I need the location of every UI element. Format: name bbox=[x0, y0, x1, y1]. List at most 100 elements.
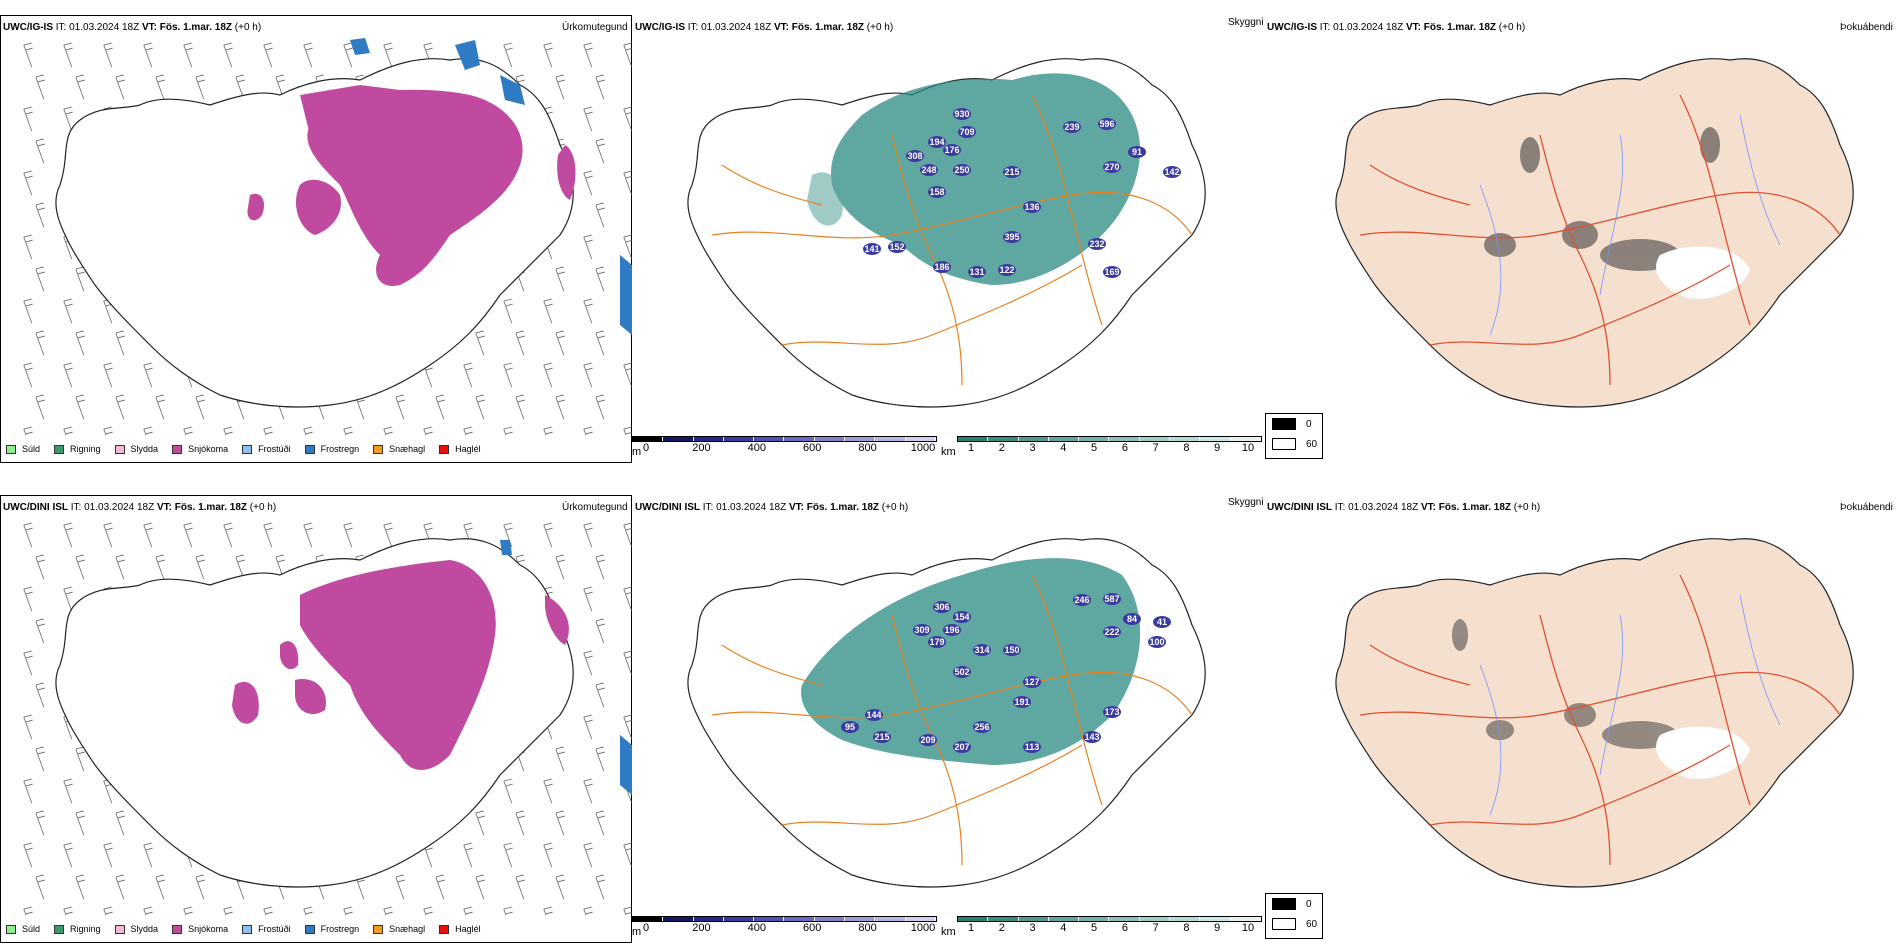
wind-barb bbox=[195, 874, 205, 900]
fog-legend-item: 0 bbox=[1266, 414, 1322, 434]
colorbar-cell bbox=[1230, 917, 1261, 921]
wind-barb bbox=[143, 362, 153, 388]
colorbar-cell bbox=[1139, 917, 1171, 921]
wind-barb bbox=[623, 170, 632, 196]
wind-barb bbox=[595, 810, 605, 836]
wind-barb bbox=[623, 42, 632, 68]
colorbar-cell bbox=[845, 917, 876, 921]
legend-swatch bbox=[373, 444, 384, 454]
peak-marker bbox=[863, 243, 881, 255]
colorbar-cell bbox=[1170, 437, 1201, 441]
peak-elevation-label: 222 bbox=[1104, 627, 1119, 637]
wind-barb bbox=[223, 42, 233, 68]
wind-barb bbox=[63, 586, 73, 612]
colorbar-tick-label: 3 bbox=[1029, 922, 1036, 934]
colorbar-tick-label: 600 bbox=[803, 922, 822, 934]
colorbar-tick-label: 1 bbox=[967, 442, 975, 454]
precip-title: Úrkomutegund bbox=[562, 502, 628, 513]
precip-header: UWC/IG-IS IT: 01.03.2024 18Z VT: Fös. 1.… bbox=[3, 22, 262, 33]
colorbar-tick-label: 10 bbox=[1241, 442, 1255, 454]
colorbar-tick-label: 9 bbox=[1214, 442, 1221, 454]
peak-marker bbox=[1148, 636, 1166, 648]
wind-barb bbox=[75, 874, 85, 900]
colorbar-tick-label: 1000 bbox=[910, 922, 936, 934]
wind-barb bbox=[155, 394, 165, 420]
wind-barb bbox=[395, 394, 405, 420]
wind-barb bbox=[143, 426, 153, 435]
peak-marker bbox=[968, 266, 986, 278]
row-1: UWC/IG-IS IT: 01.03.2024 18Z VT: Fös. 1.… bbox=[0, 0, 1900, 470]
peak-elevation-label: 186 bbox=[934, 262, 949, 272]
cloud-title: Skyggni bbox=[1228, 497, 1264, 508]
peak-marker bbox=[953, 164, 971, 176]
colorbar-tick-label: 5 bbox=[1091, 442, 1098, 454]
colorbar-tick-label: 10 bbox=[1241, 922, 1255, 934]
colorbar-cell bbox=[1139, 437, 1171, 441]
wind-barb bbox=[383, 522, 393, 548]
wind-barb bbox=[195, 554, 205, 580]
colorbar-cell bbox=[1230, 437, 1261, 441]
road-network bbox=[711, 94, 1193, 386]
peak-elevation-label: 173 bbox=[1104, 707, 1119, 717]
wind-barb bbox=[263, 906, 273, 915]
wind-barb bbox=[555, 394, 565, 420]
wind-barb bbox=[35, 202, 45, 228]
wind-barb bbox=[623, 106, 632, 132]
wind-barb bbox=[595, 618, 605, 644]
row-2: UWC/DINI ISL IT: 01.03.2024 18Z VT: Fös.… bbox=[0, 480, 1900, 950]
fog-map bbox=[1335, 58, 1854, 408]
colorbar-tick-label: 7 bbox=[1152, 442, 1159, 454]
peak-elevation-label: 154 bbox=[954, 612, 969, 622]
legend-swatch bbox=[242, 924, 253, 934]
wind-barb bbox=[35, 810, 45, 836]
wind-barb bbox=[555, 554, 565, 580]
wind-barb bbox=[35, 874, 45, 900]
peak-marker bbox=[913, 624, 931, 636]
wind-barb bbox=[143, 42, 153, 68]
wind-barb bbox=[515, 394, 525, 420]
fog-legend: 0 60 bbox=[1265, 413, 1323, 459]
legend-label: Snæhagl bbox=[389, 444, 426, 454]
wind-barb bbox=[463, 362, 473, 388]
fog-legend-swatch bbox=[1272, 898, 1296, 910]
wind-barb bbox=[343, 906, 353, 915]
wind-barb bbox=[63, 362, 73, 388]
colorbar-cell bbox=[905, 917, 936, 921]
legend-swatch bbox=[114, 444, 125, 454]
wind-barb bbox=[475, 810, 485, 836]
wind-barb bbox=[63, 778, 73, 804]
precip-legend-item: Súld bbox=[6, 924, 40, 934]
peak-elevation-label: 209 bbox=[920, 735, 935, 745]
wind-barb bbox=[595, 554, 605, 580]
wind-barb bbox=[263, 426, 273, 435]
peak-marker bbox=[1013, 696, 1031, 708]
wind-barb bbox=[623, 906, 632, 915]
wind-barb bbox=[583, 842, 593, 868]
wind-barb bbox=[35, 554, 45, 580]
wind-barb bbox=[583, 426, 593, 435]
fog-title: Þokuábendi bbox=[1840, 502, 1893, 513]
legend-label: Súld bbox=[22, 444, 41, 454]
wind-barb bbox=[35, 266, 45, 292]
colorbar-cell bbox=[633, 917, 664, 921]
legend-label: Frostregn bbox=[320, 924, 360, 934]
legend-label: Haglél bbox=[455, 444, 481, 454]
wind-barb bbox=[35, 74, 45, 100]
wind-barb bbox=[75, 746, 85, 772]
wind-barb bbox=[475, 394, 485, 420]
legend-label: Súld bbox=[22, 924, 41, 934]
peak-elevation-label: 176 bbox=[944, 145, 959, 155]
peak-elevation-label: 596 bbox=[1099, 119, 1114, 129]
wind-barb bbox=[583, 522, 593, 548]
peak-elevation-label: 91 bbox=[1132, 147, 1142, 157]
cloud-title: Skyggni bbox=[1228, 17, 1264, 28]
peak-marker bbox=[920, 164, 938, 176]
wind-barb bbox=[23, 42, 33, 68]
wind-barb bbox=[595, 138, 605, 164]
wind-barb bbox=[515, 810, 525, 836]
colorbar-cell bbox=[633, 437, 664, 441]
peak-marker bbox=[1103, 593, 1121, 605]
precip-legend-item: Rigning bbox=[54, 924, 101, 934]
precip-legend-item: Snæhagl bbox=[373, 924, 425, 934]
peak-marker bbox=[928, 186, 946, 198]
